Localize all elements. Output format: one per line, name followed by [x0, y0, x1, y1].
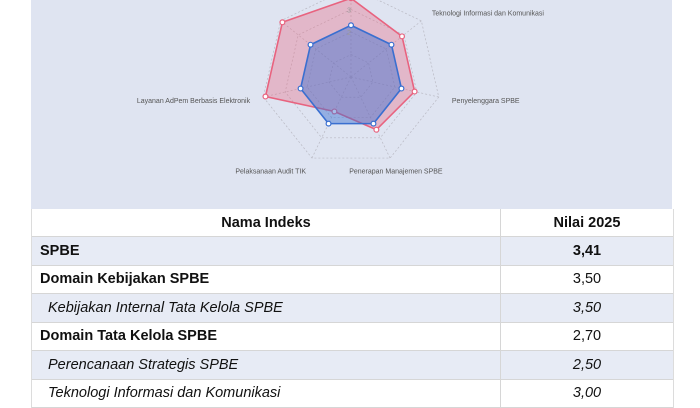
row-name: Domain Kebijakan SPBE: [32, 271, 500, 287]
data-point: [389, 42, 394, 47]
index-table: Nama Indeks Nilai 2025 SPBE 3,41 Domain …: [31, 209, 674, 408]
axis-label: Layanan AdPem Berbasis Elektronik: [137, 98, 251, 105]
axis-label: Penerapan Manajemen SPBE: [349, 168, 443, 175]
data-point: [280, 20, 285, 25]
axis-label: Pelaksanaan Audit TIK: [235, 168, 306, 175]
tick-label: 3: [347, 8, 351, 15]
data-point: [298, 86, 303, 91]
row-value: 2,70: [500, 323, 673, 351]
table-row: Teknologi Informasi dan Komunikasi 3,00: [32, 380, 673, 408]
radar-chart: 2 3 Teknologi Informasi dan Komunikasi Peny…: [31, 0, 672, 209]
row-value: 3,50: [500, 294, 673, 322]
table-row: Domain Tata Kelola SPBE 2,70: [32, 323, 673, 352]
axis-label: Penyelenggara SPBE: [452, 98, 520, 105]
table-row: Kebijakan Internal Tata Kelola SPBE 3,50: [32, 294, 673, 323]
table-row: Perencanaan Strategis SPBE 2,50: [32, 351, 673, 380]
data-point: [374, 127, 379, 132]
row-value: 3,41: [500, 237, 673, 265]
row-name: SPBE: [32, 243, 500, 259]
data-point: [399, 86, 404, 91]
row-value: 2,50: [500, 351, 673, 379]
data-point: [400, 34, 405, 39]
table-header: Nama Indeks Nilai 2025: [32, 209, 673, 237]
data-point: [349, 0, 354, 1]
row-name: Domain Tata Kelola SPBE: [32, 328, 500, 344]
radar-chart-panel: 2 3 Teknologi Informasi dan Komunikasi Peny…: [31, 0, 672, 209]
header-name: Nama Indeks: [32, 215, 500, 231]
data-point: [412, 89, 417, 94]
row-value: 3,00: [500, 380, 673, 408]
data-point: [263, 94, 268, 99]
header-value: Nilai 2025: [500, 209, 673, 236]
data-point: [308, 42, 313, 47]
tick-label: 2: [347, 30, 351, 37]
table-row: Domain Kebijakan SPBE 3,50: [32, 266, 673, 295]
row-name: Teknologi Informasi dan Komunikasi: [32, 385, 500, 401]
data-point: [326, 121, 331, 126]
data-point: [371, 121, 376, 126]
row-value: 3,50: [500, 266, 673, 294]
row-name: Kebijakan Internal Tata Kelola SPBE: [32, 300, 500, 316]
axis-label: Teknologi Informasi dan Komunikasi: [432, 10, 545, 17]
table-row: SPBE 3,41: [32, 237, 673, 266]
data-point: [349, 23, 354, 28]
row-name: Perencanaan Strategis SPBE: [32, 357, 500, 373]
